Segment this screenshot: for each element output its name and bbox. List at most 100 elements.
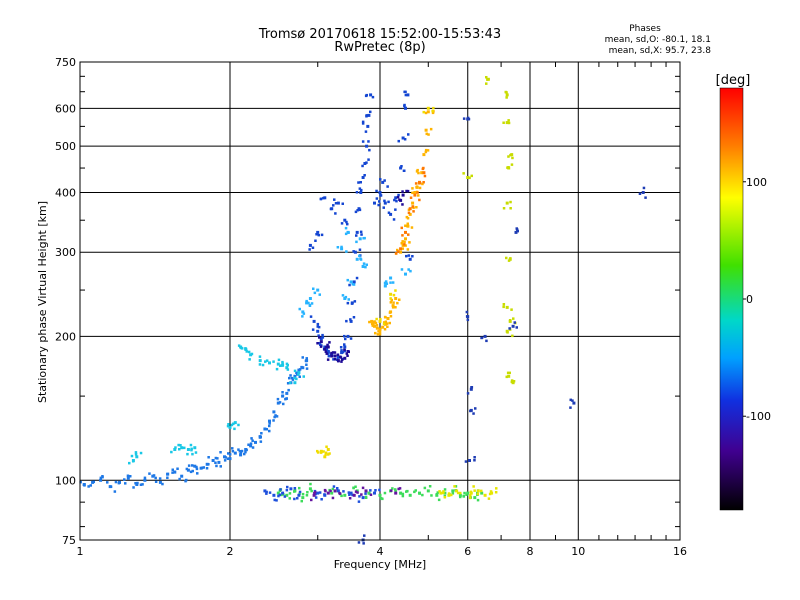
data-point (190, 448, 193, 452)
data-point (424, 111, 428, 115)
data-point (438, 490, 441, 493)
data-point (333, 489, 337, 493)
data-point (373, 201, 376, 205)
data-point (476, 492, 480, 496)
data-point (302, 375, 305, 378)
data-point (286, 368, 290, 371)
data-point (368, 320, 371, 324)
data-point (346, 354, 349, 357)
data-point (355, 240, 358, 244)
data-point (310, 302, 314, 305)
data-point (396, 248, 399, 252)
data-point (423, 486, 427, 490)
data-point (354, 210, 358, 214)
data-point (177, 443, 180, 447)
data-point (384, 280, 388, 283)
data-point (399, 166, 403, 170)
data-point (375, 197, 379, 200)
data-point (569, 398, 572, 402)
data-point (343, 493, 347, 497)
data-point (297, 373, 300, 376)
data-point (417, 171, 420, 175)
data-point (421, 182, 424, 186)
data-point (507, 374, 511, 378)
data-point (415, 206, 418, 209)
data-point (99, 478, 103, 482)
data-point (154, 480, 158, 483)
data-point (505, 201, 509, 205)
data-point (405, 254, 408, 258)
data-point (343, 334, 346, 338)
data-point (247, 443, 250, 446)
data-point (143, 478, 147, 482)
data-point (316, 329, 320, 333)
data-point (330, 351, 333, 355)
data-point (372, 320, 375, 324)
phase-legend: Phases mean, sd,O: -80.1, 18.1 mean, sd,… (605, 24, 712, 56)
data-point (293, 376, 296, 380)
data-point (465, 310, 469, 314)
data-point (426, 149, 430, 152)
data-point (513, 321, 516, 324)
data-point (301, 315, 304, 318)
x-axis-ticks: 1 2 4 6 8 10 16 (77, 62, 687, 558)
data-point (378, 319, 382, 323)
data-point (340, 247, 344, 251)
data-point (291, 378, 295, 381)
data-point (295, 371, 298, 374)
data-point (272, 360, 275, 363)
data-point (392, 218, 396, 221)
data-point (400, 226, 403, 230)
data-point (406, 224, 410, 228)
data-point (306, 491, 309, 494)
data-point (302, 312, 306, 315)
data-point (318, 491, 322, 494)
data-point (325, 445, 328, 448)
data-point (354, 490, 358, 493)
data-point (382, 206, 385, 209)
data-point (489, 490, 493, 493)
data-point (178, 477, 181, 481)
data-point (511, 324, 515, 328)
data-point (319, 345, 323, 348)
data-point (106, 481, 109, 484)
data-point (330, 491, 334, 495)
data-point (397, 250, 400, 253)
data-point (298, 368, 302, 371)
data-point (281, 360, 284, 364)
plot-border (79, 61, 681, 541)
data-point (512, 317, 515, 320)
data-point (408, 493, 412, 497)
data-point (366, 124, 370, 128)
data-point (286, 363, 289, 367)
data-point (410, 226, 414, 229)
data-point (325, 352, 328, 355)
data-point (511, 156, 514, 160)
x-axis-label: Frequency [MHz] (334, 558, 426, 571)
data-point (396, 301, 399, 305)
data-point (316, 491, 320, 495)
data-point (401, 136, 405, 140)
data-point (367, 158, 370, 161)
data-point (378, 327, 382, 331)
data-point (431, 111, 435, 115)
data-point (384, 320, 388, 323)
data-point (362, 262, 366, 265)
data-point (468, 496, 472, 500)
data-point (505, 96, 508, 99)
data-point (490, 491, 494, 495)
data-point (401, 190, 404, 193)
data-point (186, 468, 190, 472)
data-point (396, 195, 400, 199)
data-point (281, 391, 284, 394)
phase-colorbar: [deg] 100 0 -100 (716, 73, 771, 511)
data-point (126, 474, 130, 477)
data-point (202, 466, 205, 469)
data-point (406, 217, 410, 220)
data-point (431, 109, 434, 113)
data-point (128, 461, 131, 465)
data-point (331, 487, 335, 491)
data-point (300, 499, 303, 503)
data-point (285, 397, 288, 400)
data-point (340, 494, 343, 498)
